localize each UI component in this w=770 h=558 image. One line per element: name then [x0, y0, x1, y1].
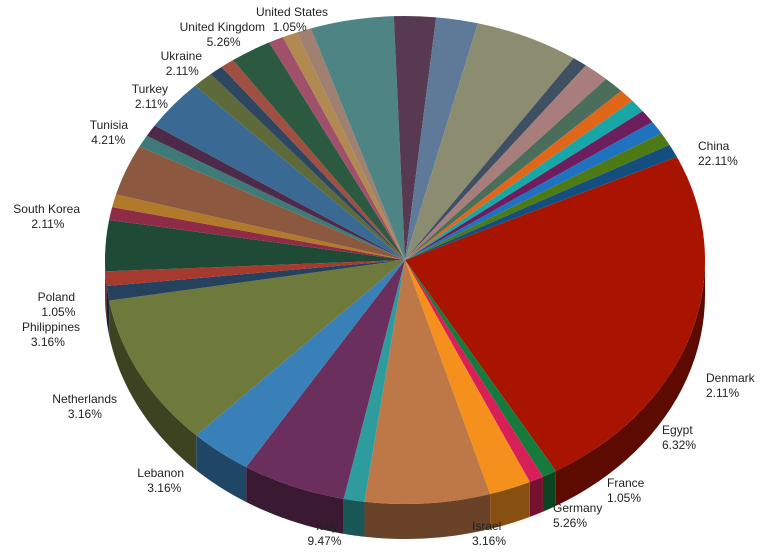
slice-33-slice — [405, 100, 643, 260]
slice-1-slice — [405, 260, 556, 477]
italy-percent-label: 9.47% — [307, 534, 341, 548]
south-korea-slice — [232, 42, 405, 260]
united-states-slice — [405, 78, 622, 260]
israel-slice — [196, 260, 405, 467]
slice-32-slice — [405, 90, 633, 260]
denmark-label: Denmark — [706, 371, 756, 385]
slice-23-slice — [282, 32, 405, 260]
slice-2-side — [529, 476, 543, 517]
lebanon-percent-label: 3.16% — [147, 481, 181, 495]
lebanon-slice — [104, 219, 405, 272]
france-label: France — [607, 476, 645, 490]
pie-sides — [105, 260, 705, 539]
china-side — [555, 260, 705, 506]
philippines-label: Philippines — [22, 320, 80, 334]
china-label: China — [698, 139, 730, 153]
slice-9-side — [106, 286, 110, 336]
netherlands-percent-label: 3.16% — [68, 407, 102, 421]
france-slice — [343, 260, 405, 502]
slice-30-slice — [405, 65, 607, 260]
united-kingdom-percent-label: 5.26% — [207, 35, 241, 49]
italy-label: Italy — [316, 519, 338, 533]
germany-percent-label: 5.26% — [553, 516, 587, 530]
slice-29-slice — [405, 58, 587, 260]
china-percent-label: 22.11% — [698, 154, 738, 168]
ukraine-slice — [405, 17, 478, 260]
israel-percent-label: 3.16% — [472, 534, 506, 548]
egypt-percent-label: 6.32% — [662, 438, 696, 452]
poland-slice — [195, 74, 405, 260]
united-states-percent-label: 1.05% — [273, 20, 307, 34]
slice-36-slice — [405, 133, 670, 260]
denmark-percent-label: 2.11% — [706, 386, 739, 400]
united-kingdom-label: United Kingdom — [180, 20, 265, 34]
slice-15-slice — [139, 135, 405, 260]
slice-9-slice — [106, 260, 405, 301]
slice-2-slice — [405, 260, 543, 482]
poland-label: Poland — [38, 290, 75, 304]
germany-side — [246, 466, 344, 534]
egypt-label: Egypt — [662, 423, 693, 437]
slice-12-slice — [109, 207, 405, 260]
united-kingdom-slice — [405, 23, 574, 260]
ukraine-percent-label: 2.11% — [166, 64, 199, 78]
italy-side — [109, 300, 197, 471]
slice-10-slice — [105, 260, 405, 287]
turkey-label: Turkey — [132, 82, 168, 96]
south-korea-percent-label: 2.11% — [31, 217, 64, 231]
slice-34-slice — [405, 111, 653, 260]
poland-percent-label: 1.05% — [41, 305, 75, 319]
turkey-percent-label: 2.11% — [135, 97, 168, 111]
tunisia-label: Tunisia — [90, 118, 129, 132]
slice-37-slice — [405, 144, 677, 260]
pie-labels: China22.11%Denmark2.11%Egypt6.32%France1… — [13, 5, 755, 548]
france-side — [343, 498, 365, 537]
netherlands-slice — [116, 146, 405, 260]
slice-20-slice — [221, 60, 405, 260]
slice-10-side — [105, 271, 107, 322]
germany-label: Germany — [553, 501, 602, 515]
slice-35-slice — [405, 122, 662, 260]
netherlands-label: Netherlands — [52, 392, 117, 406]
slice-19-slice — [210, 66, 405, 260]
israel-label: Israel — [472, 519, 501, 533]
philippines-percent-label: 3.16% — [31, 335, 65, 349]
south-korea-label: South Korea — [13, 202, 80, 216]
denmark-slice — [405, 260, 530, 494]
egypt-side — [364, 493, 491, 539]
slice-22-slice — [269, 37, 405, 260]
lebanon-label: Lebanon — [137, 466, 184, 480]
israel-side — [196, 435, 247, 502]
united-states-label: United States — [256, 5, 328, 19]
china-slice — [405, 156, 705, 471]
slice-16-slice — [146, 125, 406, 260]
slice-24-slice — [296, 28, 405, 260]
italy-slice — [109, 260, 405, 436]
egypt-slice — [364, 260, 491, 504]
turkey-slice — [393, 15, 437, 260]
ukraine-label: Ukraine — [161, 49, 203, 63]
philippines-slice — [154, 85, 405, 260]
slice-1-side — [542, 470, 556, 512]
slice-13-slice — [112, 194, 406, 260]
germany-slice — [246, 260, 405, 499]
tunisia-percent-label: 4.21% — [91, 133, 125, 147]
denmark-side — [490, 481, 530, 529]
pie-slices — [104, 15, 705, 504]
france-percent-label: 1.05% — [607, 491, 641, 505]
tunisia-slice — [310, 16, 405, 261]
